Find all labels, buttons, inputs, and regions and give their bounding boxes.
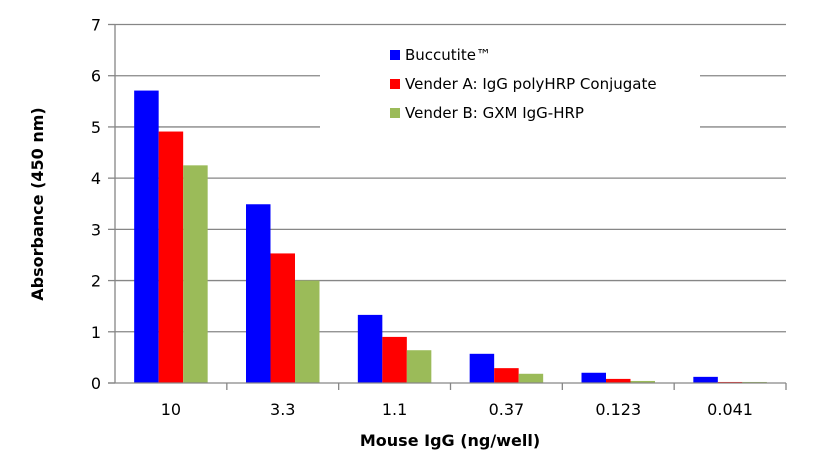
y-tick-label: 5 [91,118,101,137]
bar [158,131,184,383]
legend-label: Buccutite™ [405,46,491,64]
bar [606,378,631,383]
bar [382,336,407,383]
legend-label: Vender B: GXM IgG-HRP [405,104,584,122]
bar [630,380,655,383]
bar [357,314,383,383]
y-tick-label: 4 [91,169,101,188]
x-tick-label: 3.3 [270,400,295,419]
legend-label: Vender A: IgG polyHRP Conjugate [405,75,657,93]
bar [134,90,159,383]
bar [246,204,271,383]
x-axis-label: Mouse IgG (ng/well) [360,431,540,450]
x-tick-label: 0.041 [707,400,753,419]
legend-swatch [390,108,400,118]
y-axis-label: Absorbance (450 nm) [28,107,47,300]
y-tick-label: 1 [91,323,101,342]
bar [518,373,544,383]
legend-swatch [390,79,400,89]
bar [469,353,495,383]
y-tick-label: 2 [91,272,101,291]
legend: Buccutite™ Vender A: IgG polyHRP Conjugat… [320,40,700,136]
legend-swatch [390,50,400,60]
bar [494,368,519,383]
y-tick-label: 6 [91,67,101,86]
bar [406,350,432,383]
y-tick-label: 7 [91,16,101,35]
y-tick-label: 3 [91,220,101,239]
bar [270,253,295,383]
x-tick-label: 0.37 [489,400,525,419]
x-tick-label: 0.123 [595,400,641,419]
bar [183,165,208,383]
x-tick-label: 10 [161,400,181,419]
bar [295,280,320,383]
x-tick-label: 1.1 [382,400,407,419]
bar [581,372,606,383]
legend-box [320,40,700,136]
bar [693,376,718,383]
y-tick-label: 0 [91,374,101,393]
